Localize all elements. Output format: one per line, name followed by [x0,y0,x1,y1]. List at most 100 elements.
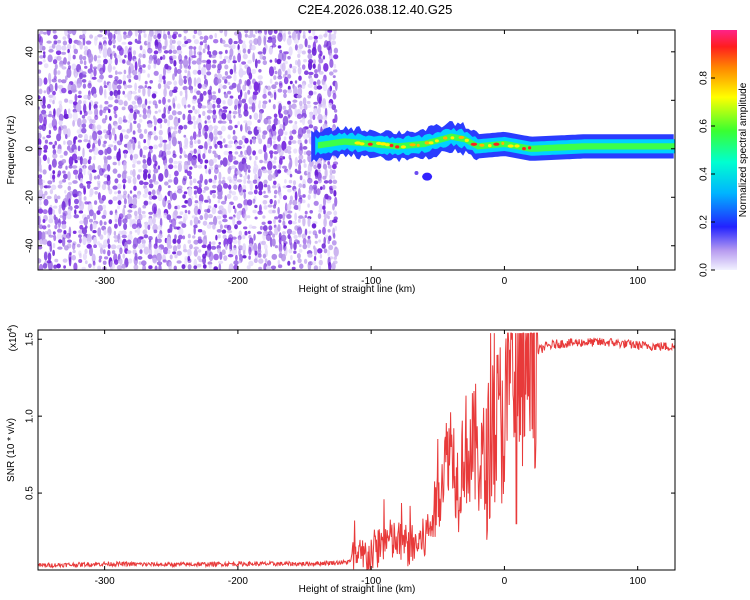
noise-speckle [240,150,243,155]
noise-speckle [158,129,163,136]
spectrogram-y-tick-label: 20 [25,94,36,106]
noise-speckle [228,140,234,145]
noise-speckle [272,209,276,214]
noise-speckle [38,215,41,226]
noise-speckle [322,163,328,170]
noise-speckle [172,49,178,54]
noise-speckle [42,209,48,215]
noise-speckle [86,142,91,149]
noise-speckle [142,64,146,68]
noise-speckle [148,183,154,189]
noise-speckle [229,179,232,184]
noise-speckle [107,164,111,172]
noise-speckle [317,107,321,115]
noise-speckle [127,51,133,62]
noise-speckle [232,129,236,135]
noise-speckle [61,87,67,94]
noise-speckle [308,71,314,76]
noise-speckle [198,45,202,52]
noise-speckle [277,75,283,80]
noise-speckle [177,117,181,124]
signal-hotspot [450,136,455,140]
noise-speckle [274,245,278,249]
noise-speckle [234,208,237,214]
noise-speckle [198,114,201,119]
noise-speckle [122,59,126,64]
noise-speckle [123,49,129,55]
noise-speckle [213,253,219,261]
noise-speckle [201,105,207,109]
noise-speckle [244,122,248,133]
noise-speckle [115,92,118,99]
noise-speckle [208,221,214,225]
noise-speckle [313,265,319,270]
noise-speckle [128,147,134,154]
noise-speckle [118,47,124,56]
noise-speckle [316,85,323,90]
noise-speckle [85,40,92,45]
noise-speckle [322,55,326,60]
noise-speckle [79,41,83,50]
noise-speckle [297,133,302,139]
noise-speckle [113,109,117,115]
noise-speckle [277,206,280,215]
noise-speckle [323,248,328,254]
noise-speckle [229,95,234,99]
noise-speckle [259,225,263,231]
noise-speckle [202,264,207,269]
noise-speckle [331,40,337,45]
noise-speckle [181,96,187,107]
noise-speckle [99,74,104,80]
noise-speckle [232,195,239,201]
noise-speckle [143,145,148,150]
noise-speckle [158,79,163,83]
colorbar-tick-label: 0.6 [699,119,710,133]
noise-speckle [313,126,318,131]
noise-speckle [261,133,266,140]
noise-speckle [218,205,224,211]
noise-speckle [142,204,147,209]
noise-speckle [142,264,146,270]
noise-speckle [119,258,123,265]
noise-speckle [327,87,332,98]
noise-speckle [41,193,46,200]
noise-speckle [106,177,111,186]
noise-speckle [264,258,268,263]
noise-speckle [176,40,182,46]
noise-speckle [112,262,115,269]
noise-speckle [108,144,114,148]
noise-speckle [171,218,177,228]
noise-speckle [162,33,168,40]
noise-speckle [147,87,151,98]
noise-speckle [66,140,73,146]
noise-speckle [166,143,172,150]
snr-x-tick-label: -200 [228,576,248,587]
noise-speckle [101,214,107,219]
noise-speckle [147,105,151,110]
noise-speckle [224,64,229,70]
noise-speckle [318,204,323,211]
noise-speckle [47,180,53,185]
noise-speckle [168,137,172,146]
signal-hotspot [367,142,373,146]
noise-speckle [72,230,77,234]
noise-speckle [148,169,151,175]
noise-speckle [231,191,237,196]
noise-speckle [81,114,86,119]
noise-speckle [52,59,58,65]
noise-speckle [226,193,232,199]
noise-speckle [138,261,142,265]
noise-speckle [247,130,253,135]
noise-speckle [58,180,63,185]
noise-speckle [207,44,210,52]
noise-speckle [67,239,72,243]
noise-speckle [136,160,141,165]
noise-speckle [301,83,306,90]
noise-speckle [93,175,97,180]
noise-speckle [148,59,152,64]
noise-speckle [267,169,273,174]
noise-speckle [118,116,123,125]
